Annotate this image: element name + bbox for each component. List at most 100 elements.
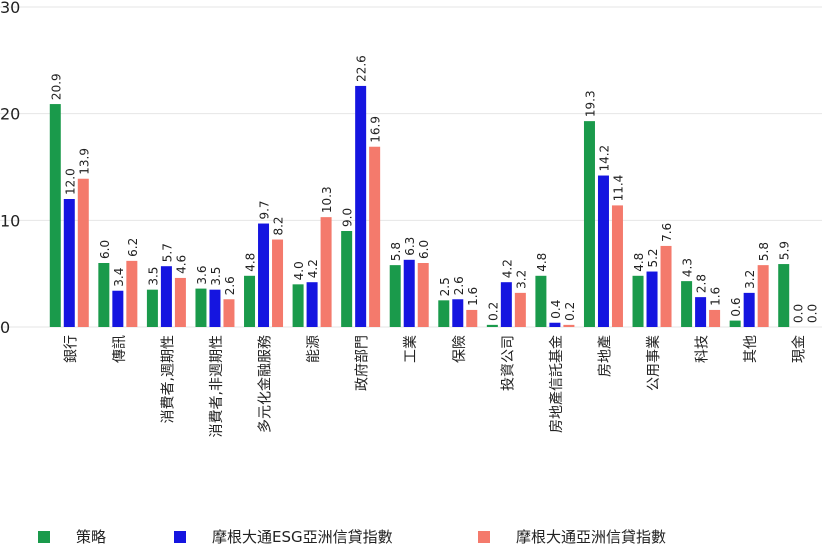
bar xyxy=(438,300,450,327)
data-label: 2.8 xyxy=(695,274,709,293)
data-label: 22.6 xyxy=(355,55,369,82)
data-label: 2.6 xyxy=(223,276,237,295)
bar xyxy=(514,292,526,327)
bar xyxy=(369,146,381,327)
bar xyxy=(466,309,478,327)
data-label: 11.4 xyxy=(611,175,625,202)
data-label: 4.0 xyxy=(292,261,306,280)
data-label: 1.6 xyxy=(466,287,480,306)
data-label: 9.0 xyxy=(341,208,355,227)
bar xyxy=(417,263,429,327)
x-tick-label: 能源 xyxy=(306,335,322,363)
data-label: 1.6 xyxy=(709,287,723,306)
bar xyxy=(500,282,512,327)
legend-item-esg-index: 摩根大通ESG亞洲信貸指數 xyxy=(174,526,393,547)
data-label: 6.3 xyxy=(403,237,417,256)
bar xyxy=(660,245,672,327)
bar xyxy=(112,290,124,327)
bar xyxy=(535,275,547,327)
data-label: 5.7 xyxy=(160,243,174,262)
bar xyxy=(729,320,741,327)
bar xyxy=(549,322,561,327)
y-tick-label: 10 xyxy=(0,211,20,230)
bar xyxy=(563,324,575,327)
data-label: 0.6 xyxy=(729,298,743,317)
data-label: 5.8 xyxy=(757,242,771,261)
bar xyxy=(778,264,790,327)
y-tick-label: 20 xyxy=(0,105,20,124)
x-tick-label: 工業 xyxy=(403,335,419,363)
x-tick-label: 消費者,週期性 xyxy=(160,335,176,423)
bar-chart: 010203020.912.013.9銀行6.03.46.2傳訊3.55.74.… xyxy=(0,0,822,437)
bar xyxy=(98,263,110,327)
bar xyxy=(709,309,721,327)
data-label: 4.8 xyxy=(244,253,258,272)
bar xyxy=(341,231,353,327)
x-tick-label: 傳訊 xyxy=(112,335,128,363)
data-label: 3.6 xyxy=(195,266,209,285)
data-label: 4.2 xyxy=(500,259,514,278)
x-tick-label: 房地產信託基金 xyxy=(548,335,565,433)
data-label: 3.4 xyxy=(112,268,126,287)
bar xyxy=(77,178,89,327)
bar xyxy=(63,199,75,327)
data-label: 13.9 xyxy=(77,148,91,175)
bar xyxy=(160,266,172,327)
data-label: 0.2 xyxy=(486,302,500,321)
bar xyxy=(695,297,707,327)
data-label: 0.2 xyxy=(563,302,577,321)
bar xyxy=(681,281,693,327)
data-label: 0.0 xyxy=(806,304,820,323)
data-label: 5.9 xyxy=(778,241,792,260)
data-label: 3.5 xyxy=(209,267,223,286)
x-tick-label: 保險 xyxy=(452,335,468,363)
y-tick-label: 30 xyxy=(0,0,20,17)
bar xyxy=(258,223,270,327)
legend-label-esg-index: 摩根大通ESG亞洲信貸指數 xyxy=(212,528,393,546)
bar xyxy=(49,104,61,327)
data-label: 3.2 xyxy=(514,270,528,289)
data-label: 6.2 xyxy=(126,238,140,257)
y-tick-label: 0 xyxy=(0,318,10,337)
data-label: 7.6 xyxy=(660,223,674,242)
legend-label-strategy: 策略 xyxy=(76,528,107,546)
data-label: 10.3 xyxy=(320,186,334,213)
x-tick-label: 公用事業 xyxy=(646,335,662,391)
bar xyxy=(452,299,464,327)
bar xyxy=(403,259,415,327)
data-label: 4.8 xyxy=(632,253,646,272)
x-tick-label: 多元化金融服務 xyxy=(257,335,274,433)
data-label: 4.3 xyxy=(681,258,695,277)
bar xyxy=(209,289,221,327)
bar xyxy=(306,282,318,327)
x-tick-label: 科技 xyxy=(695,335,711,363)
bar xyxy=(583,121,595,327)
data-label: 16.9 xyxy=(369,116,383,143)
data-label: 4.8 xyxy=(535,253,549,272)
bar xyxy=(355,85,367,327)
data-label: 0.0 xyxy=(792,304,806,323)
data-label: 3.5 xyxy=(146,267,160,286)
data-label: 19.3 xyxy=(583,90,597,117)
bar xyxy=(611,205,623,327)
legend-label-asia-index: 摩根大通亞洲信貸指數 xyxy=(516,528,667,546)
x-tick-label: 銀行 xyxy=(63,335,79,363)
x-tick-label: 其他 xyxy=(743,335,759,363)
data-label: 5.8 xyxy=(389,242,403,261)
data-label: 12.0 xyxy=(63,168,77,195)
bar xyxy=(320,217,332,327)
legend-swatch-strategy xyxy=(38,530,50,543)
bar xyxy=(146,289,158,327)
bar xyxy=(292,284,304,327)
x-tick-label: 消費者,非週期性 xyxy=(209,335,225,437)
x-tick-label: 房地產 xyxy=(596,335,613,377)
data-label: 5.2 xyxy=(646,248,660,267)
data-label: 2.6 xyxy=(452,276,466,295)
bar xyxy=(195,288,207,327)
bar xyxy=(126,260,138,327)
bar xyxy=(743,292,755,327)
bar xyxy=(646,271,658,327)
bar xyxy=(244,275,256,327)
legend-item-strategy: 策略 xyxy=(38,526,106,547)
bar xyxy=(389,265,401,327)
